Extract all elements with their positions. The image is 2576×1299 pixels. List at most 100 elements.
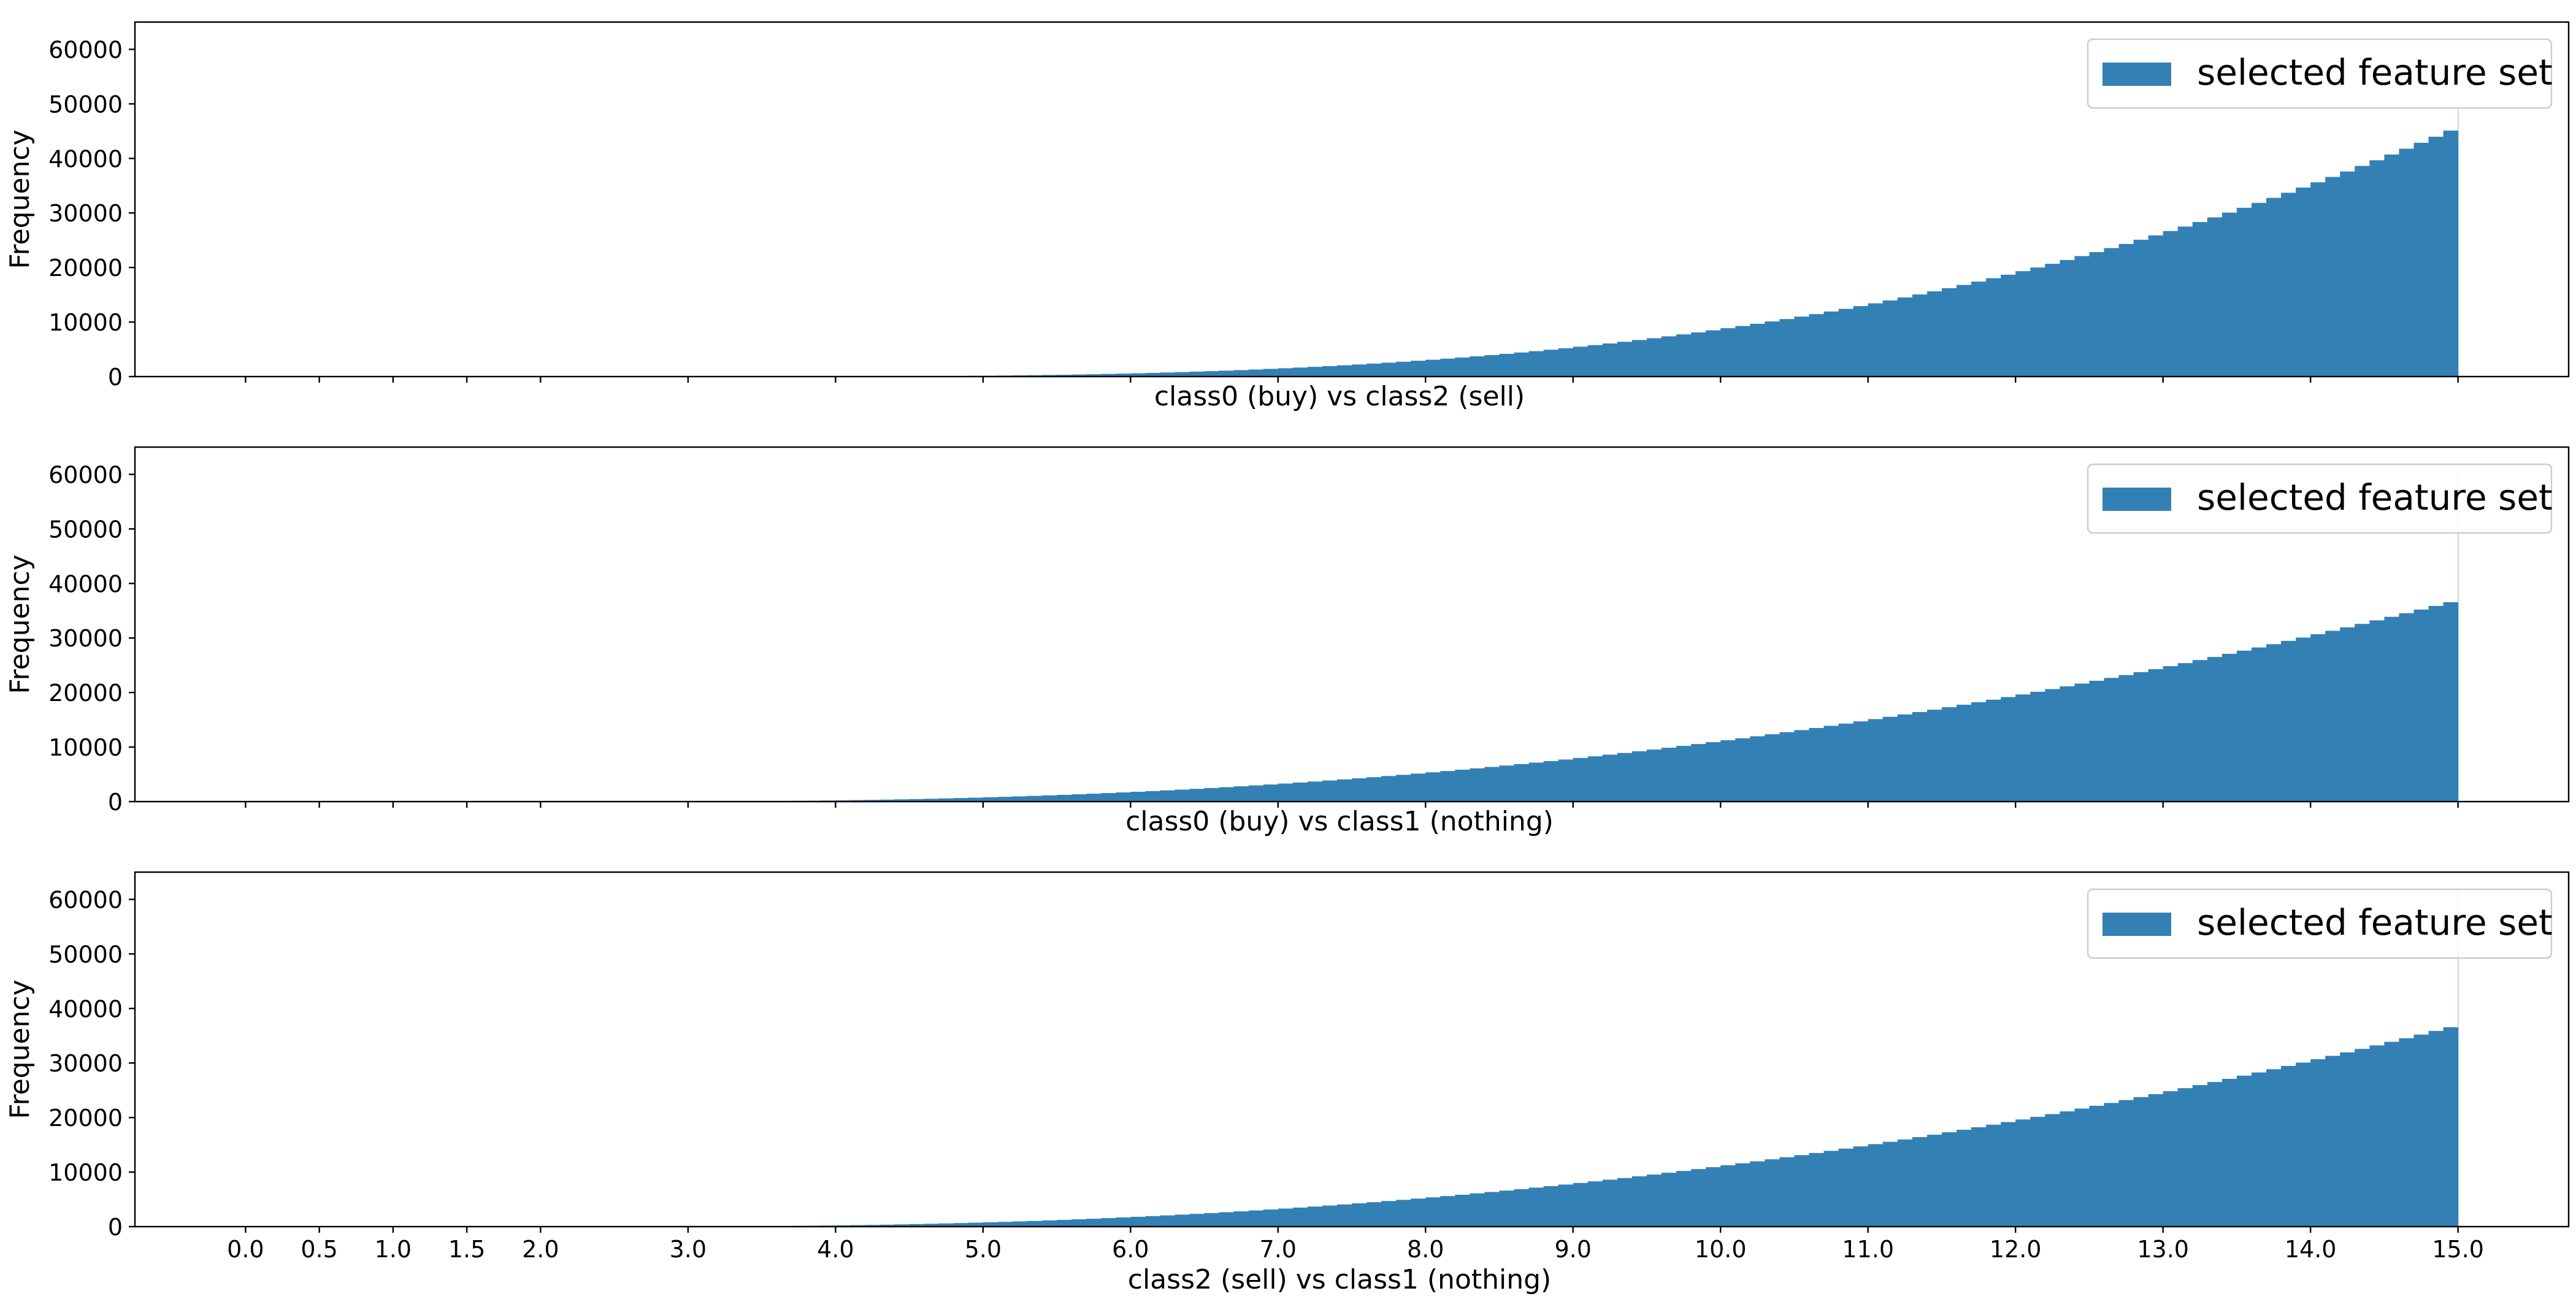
histogram-bar: [1411, 773, 1426, 802]
histogram-bar: [2001, 1122, 2016, 1227]
histogram-bar: [1956, 705, 1972, 802]
histogram-bar: [2207, 1082, 2223, 1227]
histogram-bar: [1779, 319, 1795, 377]
y-axis-label: Frequency: [4, 554, 36, 694]
histogram-bar: [1233, 370, 1249, 377]
histogram-bar: [1130, 373, 1146, 377]
histogram-bar: [1336, 779, 1352, 802]
histogram-bar: [865, 800, 881, 802]
histogram-bar: [1071, 1219, 1087, 1227]
histogram-bar: [1868, 719, 1884, 802]
histogram-bar: [1662, 336, 1677, 377]
histogram-bar: [1602, 1179, 1618, 1227]
histogram-bar: [1292, 367, 1308, 377]
histogram-bar: [1853, 1146, 1869, 1227]
histogram-bar: [1396, 1200, 1411, 1227]
histogram-bar: [2221, 212, 2237, 377]
histogram-bar: [2089, 680, 2105, 802]
histogram-bar: [2399, 148, 2415, 377]
histogram-bar: [2428, 136, 2444, 377]
histogram-bar: [2104, 248, 2120, 377]
histogram-bar: [1396, 361, 1411, 377]
histogram-bar: [1691, 744, 1706, 802]
histogram-bar: [1868, 1144, 1884, 1227]
histogram-bar: [1484, 1192, 1500, 1227]
histogram-bar: [1292, 782, 1308, 802]
histogram-bar: [1175, 789, 1190, 802]
histogram-bar: [1986, 1124, 2001, 1227]
histogram-bar: [909, 799, 925, 802]
subplot-2: 0 10000 20000 30000 40000 50000 60000 class0 (b…: [4, 446, 2570, 837]
histogram-bar: [1676, 746, 1692, 802]
histogram-bar: [2266, 644, 2282, 802]
histogram-bar: [1971, 702, 1987, 802]
histogram-bar: [1587, 1181, 1603, 1227]
histogram-bar: [2118, 243, 2134, 377]
histogram-bar: [1765, 1159, 1781, 1227]
histogram-bar: [1631, 340, 1647, 377]
histogram-bar: [1248, 785, 1264, 802]
histogram-bar: [2355, 624, 2370, 802]
histogram-bar: [1750, 1161, 1765, 1227]
histogram-bar: [1926, 291, 1942, 377]
histogram-bar: [1941, 288, 1957, 377]
histogram-bar: [1573, 347, 1589, 377]
histogram-bar: [1882, 300, 1898, 377]
histogram-bar: [1912, 1137, 1928, 1227]
histogram-bar: [968, 797, 984, 802]
subplot-1: 0 10000 20000 30000 40000 50000 60000 class0 (b…: [4, 21, 2570, 412]
histogram-bar: [2325, 630, 2340, 802]
histogram-bar: [2281, 1065, 2296, 1227]
histogram-bar: [1706, 330, 1721, 377]
histogram-bar: [1278, 368, 1294, 377]
histogram-bar: [2384, 1041, 2400, 1227]
histogram-bar: [2074, 256, 2090, 377]
histogram-bar: [1071, 794, 1087, 802]
histogram-bar: [2177, 663, 2193, 802]
histogram-bar: [2030, 1116, 2045, 1227]
histogram-bar: [2001, 697, 2016, 802]
histogram-bar: [2413, 1034, 2429, 1227]
y-tick-label: 60000: [48, 461, 123, 488]
legend-box: [2087, 463, 2553, 534]
histogram-bar: [2177, 226, 2193, 377]
histogram-bar: [894, 1224, 910, 1227]
histogram-bar: [2458, 472, 2459, 802]
histogram-bar: [880, 799, 895, 802]
histogram-bar: [1809, 314, 1825, 377]
histogram-bar: [1233, 1211, 1249, 1227]
histogram-bar: [909, 1224, 925, 1227]
legend-swatch: [2103, 913, 2171, 936]
x-tick-label: 9.0: [1555, 1236, 1592, 1263]
histogram-bar: [2133, 239, 2149, 377]
histogram-bar: [2340, 627, 2355, 802]
histogram-bar: [1440, 771, 1455, 802]
histogram-bar: [1720, 740, 1736, 802]
histogram-bar: [1455, 769, 1470, 802]
histogram-bar: [1809, 727, 1825, 802]
histogram-bar: [2163, 1091, 2179, 1227]
histogram-bar: [2060, 259, 2075, 377]
histogram-bar: [1868, 303, 1884, 377]
histogram-bar: [2413, 142, 2429, 377]
histogram-bar: [1750, 736, 1765, 802]
y-tick-label: 50000: [48, 516, 123, 543]
histogram-bar: [1263, 369, 1279, 377]
histogram-bar: [1130, 1216, 1146, 1227]
histogram-bar: [1794, 316, 1810, 377]
histogram-bar: [2369, 160, 2385, 377]
histogram-bar: [1248, 369, 1264, 377]
histogram-bar: [1617, 1178, 1633, 1227]
histogram-bar: [1440, 358, 1455, 377]
histogram-bar: [1912, 712, 1928, 802]
histogram-bar: [1307, 1206, 1323, 1227]
histogram-bar: [2045, 689, 2060, 802]
histogram-bar: [1882, 716, 1898, 802]
y-axis-label: Frequency: [4, 979, 36, 1119]
histogram-bar: [1219, 370, 1235, 377]
histogram-bar: [2281, 640, 2296, 802]
histogram-bar: [2015, 1119, 2031, 1227]
histogram-bar: [1470, 1193, 1485, 1227]
histogram-bar: [1956, 285, 1972, 377]
histogram-bar: [2207, 217, 2223, 377]
